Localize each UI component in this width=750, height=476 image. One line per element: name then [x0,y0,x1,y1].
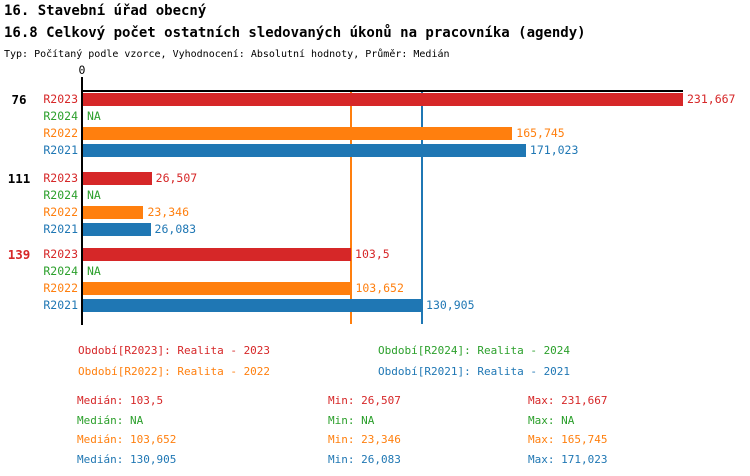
stat-max-r2023: Max: 231,667 [528,394,608,407]
stat-median-r2021: Medián: 130,905 [77,453,177,466]
bar-value-label: 26,507 [155,171,198,185]
bar-r2021 [83,144,526,157]
stat-max-r2024: Max: NA [528,414,575,427]
bar-value-label: 103,5 [355,247,390,261]
stat-min-r2024: Min: NA [328,414,375,427]
series-label-r2024: R2024 [43,109,78,123]
series-label-r2022: R2022 [43,281,78,295]
bar-value-label: 231,667 [687,92,736,106]
group-id-label: 139 [7,247,31,262]
series-label-r2023: R2023 [43,171,78,185]
bar-value-label: NA [87,264,101,278]
axis-origin-label: 0 [78,63,86,77]
stat-min-r2021: Min: 26,083 [328,453,401,466]
stat-min-r2022: Min: 23,346 [328,433,401,446]
bar-value-label: 165,745 [516,126,565,140]
bar-r2021 [83,299,423,312]
bar-r2023 [83,93,683,106]
report-section-title: 16. Stavební úřad obecný [4,3,207,19]
stat-median-r2022: Medián: 103,652 [77,433,177,446]
bar-value-label: 171,023 [529,143,579,157]
bar-r2023 [83,248,352,261]
stat-median-r2024: Medián: NA [77,414,144,427]
legend-item-r2023: Období[R2023]: Realita - 2023 [78,344,271,357]
bar-value-label: 103,652 [355,281,404,295]
group-id-label: 111 [7,171,31,186]
stat-max-r2021: Max: 171,023 [528,453,608,466]
series-label-r2023: R2023 [43,247,78,261]
bar-value-label: 23,346 [147,205,189,219]
stat-median-r2023: Medián: 103,5 [77,394,164,407]
series-label-r2021: R2021 [43,222,78,236]
x-axis-line [81,90,683,92]
report-subtitle: Typ: Počítaný podle vzorce, Vyhodnocení:… [4,49,450,60]
legend-item-r2022: Období[R2022]: Realita - 2022 [78,365,271,378]
bar-value-label: 26,083 [154,222,197,236]
bar-r2021 [83,223,151,236]
series-label-r2021: R2021 [43,298,78,312]
bar-r2022 [83,206,144,219]
bar-r2022 [83,282,352,295]
series-label-r2024: R2024 [43,264,78,278]
reference-line-r2021 [421,90,424,324]
group-id-label: 76 [11,92,27,107]
axis-origin-tick [81,77,83,90]
series-label-r2023: R2023 [43,92,78,106]
legend-item-r2024: Období[R2024]: Realita - 2024 [378,344,571,357]
series-label-r2022: R2022 [43,205,78,219]
series-label-r2022: R2022 [43,126,78,140]
report-indicator-title: 16.8 Celkový počet ostatních sledovaných… [4,25,586,41]
bar-r2023 [83,172,152,185]
bar-value-label: 130,905 [426,298,475,312]
stat-max-r2022: Max: 165,745 [528,433,608,446]
series-label-r2021: R2021 [43,143,78,157]
bar-r2022 [83,127,513,140]
bar-value-label: NA [87,109,101,123]
legend-item-r2021: Období[R2021]: Realita - 2021 [378,365,571,378]
bar-value-label: NA [87,188,101,202]
stat-min-r2023: Min: 26,507 [328,394,401,407]
series-label-r2024: R2024 [43,188,78,202]
reference-line-r2022 [350,90,353,324]
y-axis-line [81,90,83,325]
